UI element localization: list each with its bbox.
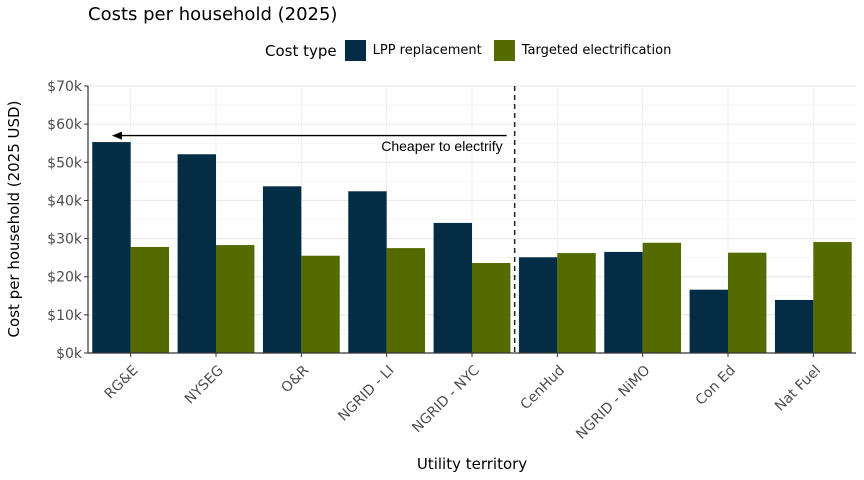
x-tick-label: NGRID - NiMO: [573, 363, 653, 443]
y-tick-label: $60k: [47, 117, 83, 133]
y-tick-label: $70k: [47, 79, 83, 95]
x-tick-label: Nat Fuel: [772, 363, 824, 415]
bar-lpp: [262, 186, 302, 353]
bar-electrification: [130, 246, 170, 353]
bar-lpp: [604, 251, 643, 353]
y-tick-label: $20k: [47, 270, 83, 286]
bar-electrification: [642, 242, 682, 353]
y-tick-label: $30k: [47, 232, 83, 248]
bar-electrification: [557, 253, 596, 353]
legend: Cost type LPP replacement Targeted elect…: [265, 40, 683, 61]
x-tick-label: RG&E: [102, 363, 142, 403]
legend-label-electrification: Targeted electrification: [521, 43, 672, 58]
chart-title: Costs per household (2025): [88, 4, 338, 25]
x-axis-label: Utility territory: [416, 455, 528, 473]
x-tick-label: NYSEG: [182, 363, 227, 408]
x-tick-label: NGRID - LI: [335, 363, 397, 425]
y-tick-label: $40k: [47, 193, 83, 209]
bar-electrification: [728, 252, 767, 353]
bar-electrification: [472, 262, 511, 353]
x-tick-label: O&R: [278, 362, 312, 396]
bar-lpp: [774, 299, 814, 353]
legend-item-lpp: LPP replacement: [344, 40, 482, 61]
legend-item-electrification: Targeted electrification: [493, 40, 672, 61]
y-tick-label: $0k: [56, 346, 83, 362]
bar-lpp: [518, 257, 558, 353]
x-tick-label: Con Ed: [693, 363, 739, 409]
annotation-label: Cheaper to electrify: [381, 138, 502, 154]
bar-lpp: [177, 154, 216, 353]
annotation-arrowhead: [111, 131, 122, 140]
bar-lpp: [689, 289, 728, 353]
legend-title: Cost type: [265, 41, 337, 60]
bar-lpp: [433, 222, 472, 353]
y-tick-label: $10k: [47, 308, 83, 324]
bar-lpp: [92, 142, 131, 353]
bar-electrification: [386, 248, 426, 353]
y-tick-label: $50k: [47, 155, 83, 171]
legend-label-lpp: LPP replacement: [372, 43, 482, 58]
x-tick-label: NGRID - NYC: [409, 362, 483, 436]
x-tick-label: CenHud: [518, 363, 569, 414]
y-axis-label: Cost per household (2025 USD): [5, 100, 23, 338]
bar-electrification: [301, 255, 340, 353]
legend-swatch-lpp: [344, 40, 366, 61]
bar-lpp: [348, 191, 387, 353]
bar-electrification: [813, 242, 852, 353]
bar-electrification: [216, 245, 255, 353]
legend-swatch-electrification: [493, 40, 515, 61]
